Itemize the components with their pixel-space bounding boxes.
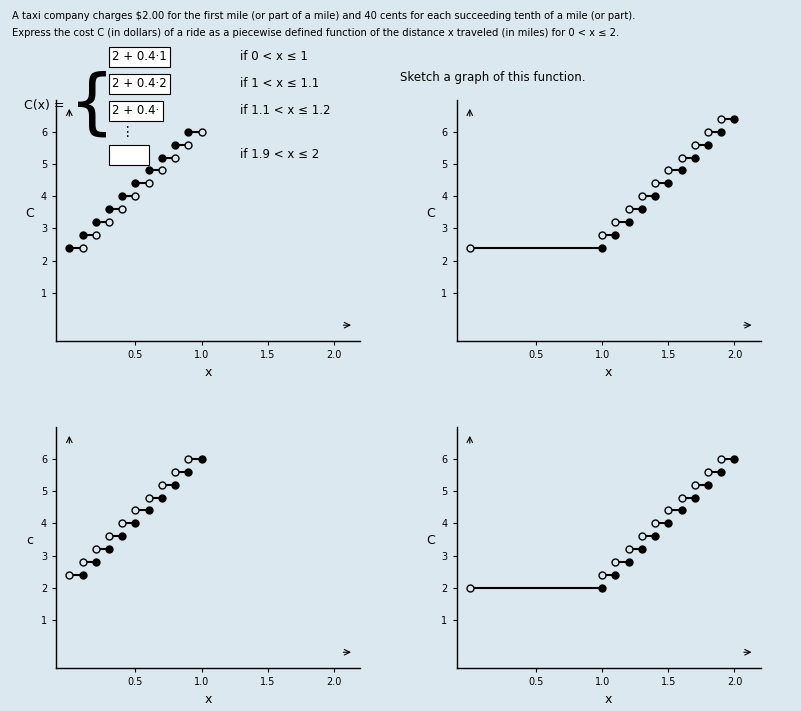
Text: 2 + 0.4·1: 2 + 0.4·1 [112, 50, 167, 63]
Text: 2 + 0.4·: 2 + 0.4· [112, 105, 159, 117]
Text: 2 + 0.4·2: 2 + 0.4·2 [112, 77, 167, 90]
X-axis label: x: x [605, 366, 613, 379]
Y-axis label: c: c [26, 535, 33, 547]
Text: if 1.1 < x ≤ 1.2: if 1.1 < x ≤ 1.2 [240, 105, 331, 117]
X-axis label: x: x [204, 366, 212, 379]
Text: ⋮: ⋮ [112, 124, 135, 139]
Y-axis label: C: C [426, 208, 435, 220]
Y-axis label: C: C [26, 208, 34, 220]
X-axis label: x: x [204, 693, 212, 706]
X-axis label: x: x [605, 693, 613, 706]
Text: C(x) =: C(x) = [24, 99, 65, 112]
Text: A taxi company charges $2.00 for the first mile (or part of a mile) and 40 cents: A taxi company charges $2.00 for the fir… [12, 11, 635, 21]
Text: Express the cost C (in dollars) of a ride as a piecewise defined function of the: Express the cost C (in dollars) of a rid… [12, 28, 619, 38]
Y-axis label: C: C [426, 535, 435, 547]
Text: if 1.9 < x ≤ 2: if 1.9 < x ≤ 2 [240, 149, 320, 161]
Text: if 1 < x ≤ 1.1: if 1 < x ≤ 1.1 [240, 77, 320, 90]
Text: Sketch a graph of this function.: Sketch a graph of this function. [400, 71, 586, 84]
Text: if 0 < x ≤ 1: if 0 < x ≤ 1 [240, 50, 308, 63]
Text: {: { [69, 70, 115, 140]
